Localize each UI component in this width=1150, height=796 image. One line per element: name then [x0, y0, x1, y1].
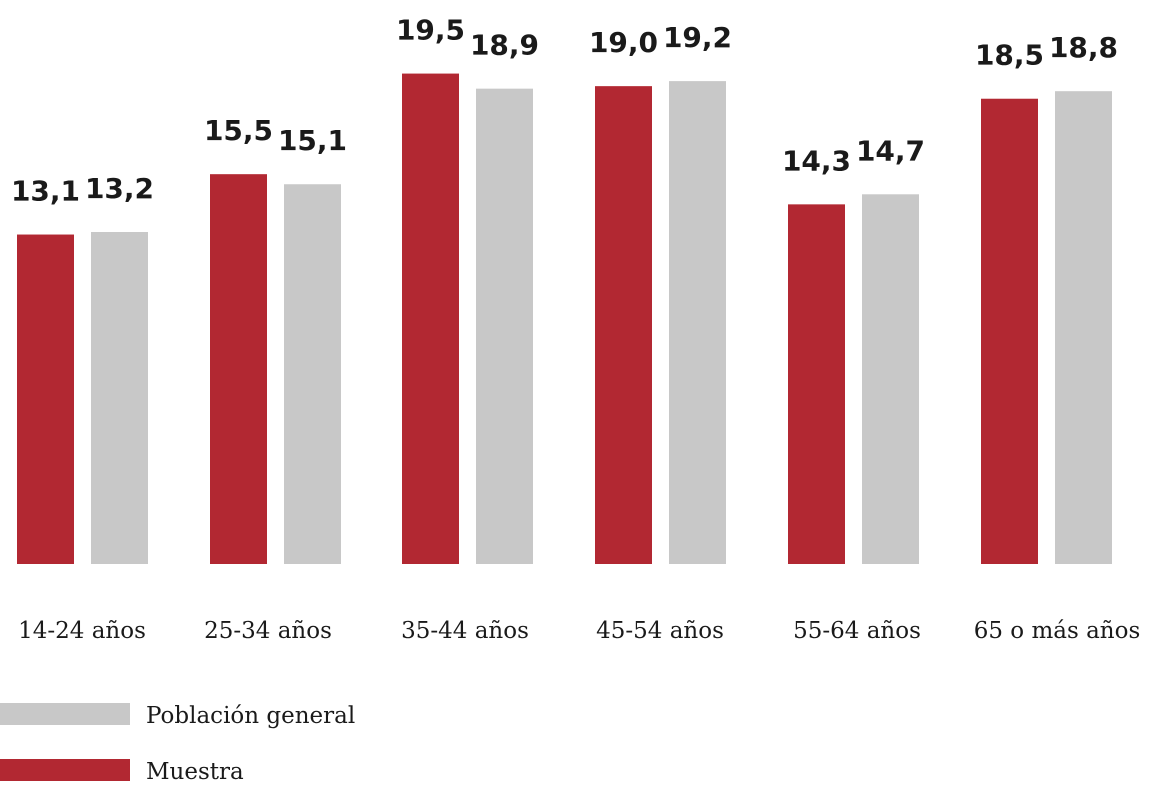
data-label-muestra-45-54-anos: 19,0 [589, 26, 658, 59]
bar-poblacion-general-35-44-anos [476, 88, 533, 564]
bar-poblacion-general-65-o-mas-anos [1055, 91, 1112, 565]
legend: Población general Muestra [0, 703, 355, 785]
bar-poblacion-general-14-24-anos [91, 232, 148, 564]
data-label-poblacion-general-55-64-anos: 14,7 [856, 134, 925, 167]
bar-muestra-35-44-anos [402, 73, 459, 564]
x-tick-label-55-64-anos: 55-64 años [793, 618, 921, 644]
value-labels-group: 13,1 13,2 15,5 15,1 19,5 18,9 19,0 19,2 14,3 14,7… [11, 14, 1118, 208]
bar-poblacion-general-55-64-anos [862, 194, 919, 565]
data-label-muestra-35-44-anos: 19,5 [396, 14, 465, 47]
bar-poblacion-general-45-54-anos [669, 81, 726, 565]
x-tick-label-14-24-anos: 14-24 años [18, 618, 146, 644]
data-label-muestra-55-64-anos: 14,3 [782, 144, 851, 177]
x-tick-label-65-o-mas-anos: 65 o más años [974, 618, 1141, 644]
bar-muestra-45-54-anos [595, 86, 652, 565]
data-label-muestra-65-o-mas-anos: 18,5 [975, 39, 1044, 72]
data-label-poblacion-general-14-24-anos: 13,2 [85, 172, 154, 205]
data-label-poblacion-general-65-o-mas-anos: 18,8 [1049, 31, 1118, 64]
data-label-poblacion-general-35-44-anos: 18,9 [470, 29, 539, 62]
data-label-poblacion-general-25-34-anos: 15,1 [278, 124, 347, 157]
bar-muestra-55-64-anos [788, 204, 845, 565]
data-label-muestra-14-24-anos: 13,1 [11, 175, 80, 208]
bar-muestra-25-34-anos [210, 174, 267, 565]
legend-swatch-poblacion-general [0, 703, 130, 725]
data-label-muestra-25-34-anos: 15,5 [204, 114, 273, 147]
data-label-poblacion-general-45-54-anos: 19,2 [663, 21, 732, 54]
bar-muestra-65-o-mas-anos [981, 98, 1038, 564]
legend-label-muestra: Muestra [146, 759, 244, 785]
bar-muestra-14-24-anos [17, 234, 74, 564]
x-tick-label-35-44-anos: 35-44 años [401, 618, 529, 644]
bar-poblacion-general-25-34-anos [284, 184, 341, 565]
legend-label-poblacion-general: Población general [146, 703, 355, 729]
bars-group [17, 73, 1112, 565]
category-labels-group: 14-24 años 25-34 años 35-44 años 45-54 años… [18, 618, 1140, 644]
legend-swatch-muestra [0, 759, 130, 781]
x-tick-label-45-54-anos: 45-54 años [596, 618, 724, 644]
x-tick-label-25-34-anos: 25-34 años [204, 618, 332, 644]
